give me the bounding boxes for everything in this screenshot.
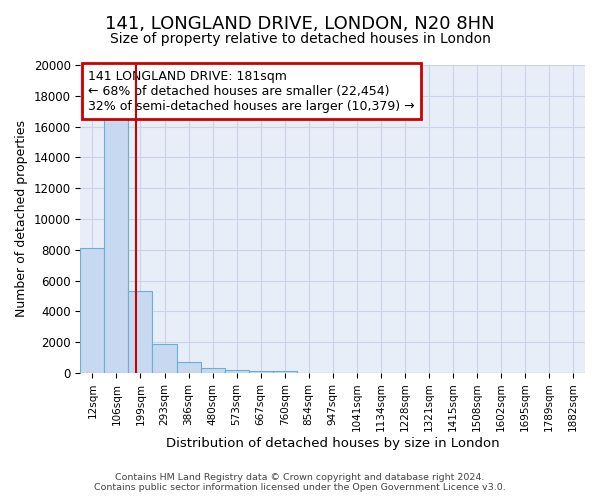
Bar [224,370,248,373]
Bar [80,248,104,373]
Text: 141 LONGLAND DRIVE: 181sqm
← 68% of detached houses are smaller (22,454)
32% of : 141 LONGLAND DRIVE: 181sqm ← 68% of deta… [88,70,415,112]
Bar [176,362,200,373]
Bar [200,368,224,373]
Bar [104,118,128,373]
Text: Size of property relative to detached houses in London: Size of property relative to detached ho… [110,32,490,46]
Text: Contains HM Land Registry data © Crown copyright and database right 2024.
Contai: Contains HM Land Registry data © Crown c… [94,473,506,492]
Bar [152,344,176,373]
Bar [272,371,296,373]
Text: 141, LONGLAND DRIVE, LONDON, N20 8HN: 141, LONGLAND DRIVE, LONDON, N20 8HN [105,15,495,33]
Bar [128,292,152,373]
Bar [248,370,272,373]
Y-axis label: Number of detached properties: Number of detached properties [15,120,28,318]
X-axis label: Distribution of detached houses by size in London: Distribution of detached houses by size … [166,437,500,450]
